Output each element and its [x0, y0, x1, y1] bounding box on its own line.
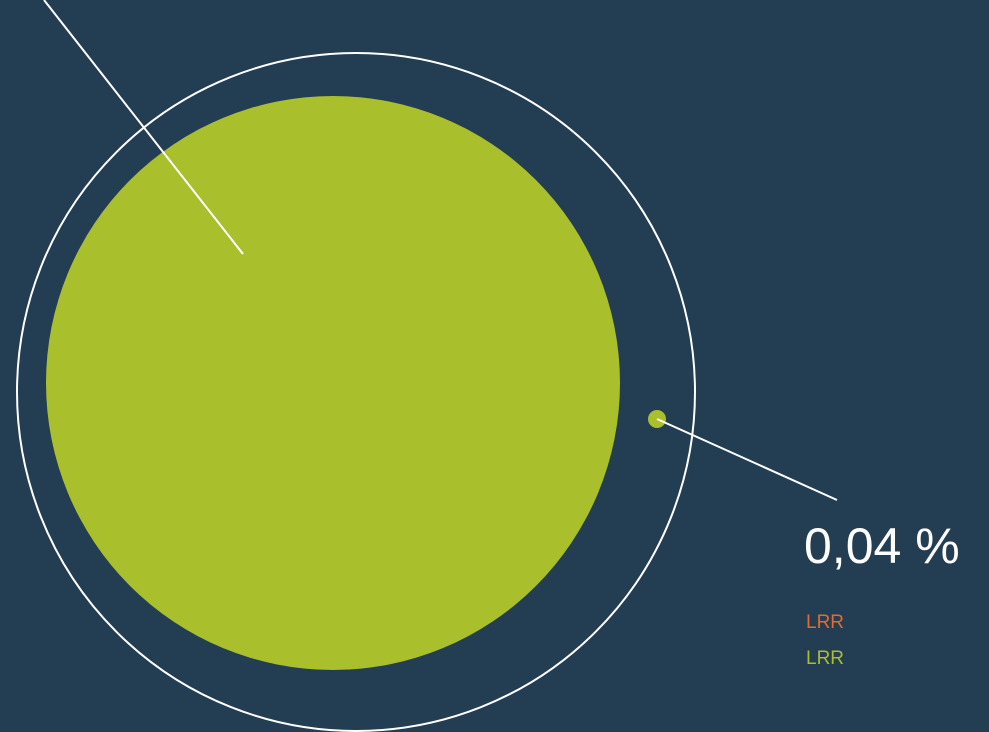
outer-ring: [16, 52, 696, 732]
leader-line-small: [656, 418, 838, 501]
legend-label-green: LRR: [806, 648, 845, 669]
large-share-circle: [46, 96, 620, 670]
percentage-value: 0,04 %: [804, 518, 960, 574]
legend-label-orange: LRR: [806, 612, 845, 633]
leader-line-large: [43, 0, 244, 255]
